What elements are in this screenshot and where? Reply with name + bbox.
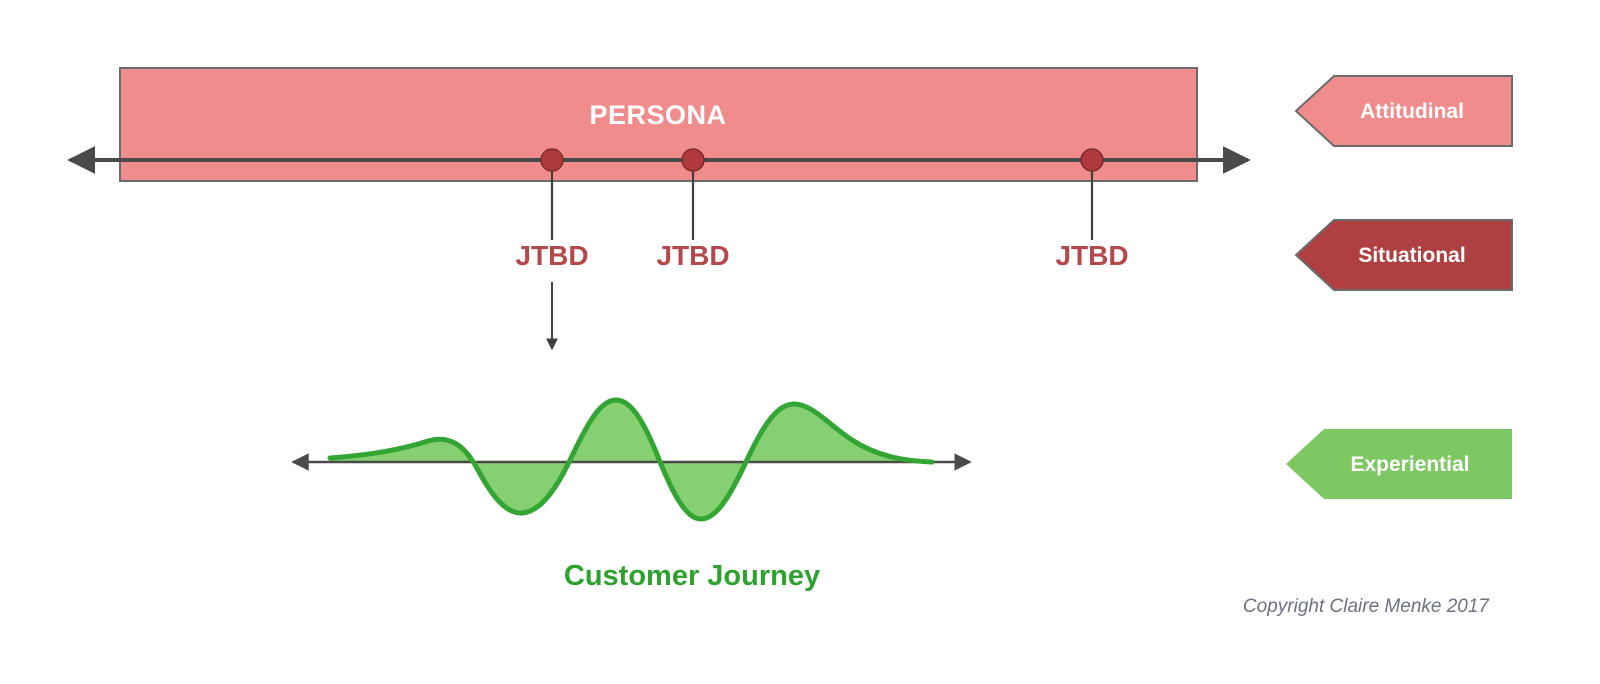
chevron-arrow-shape-icon bbox=[1286, 429, 1512, 499]
jtbd-label: JTBD bbox=[1055, 240, 1128, 271]
journey-curve-fill bbox=[330, 400, 932, 520]
jtbd-markers-group: JTBD JTBD JTBD bbox=[515, 148, 1129, 351]
badge-label: Situational bbox=[1358, 244, 1465, 267]
jtbd-dot-icon[interactable] bbox=[681, 148, 705, 172]
journey-curve-line[interactable] bbox=[327, 397, 935, 522]
copyright-text: Copyright Claire Menke 2017 bbox=[1243, 596, 1491, 617]
customer-journey-group: Customer Journey bbox=[291, 397, 972, 592]
jtbd-marker[interactable]: JTBD bbox=[656, 148, 730, 271]
chevron-arrow-shape-icon bbox=[1294, 219, 1513, 291]
jtbd-marker[interactable]: JTBD bbox=[1055, 148, 1129, 271]
badge-label: Attitudinal bbox=[1360, 100, 1464, 123]
chevron-arrow-shape-icon bbox=[1294, 75, 1513, 147]
jtbd-label: JTBD bbox=[515, 240, 588, 271]
persona-group: PERSONA bbox=[67, 67, 1251, 182]
persona-label: PERSONA bbox=[589, 100, 726, 130]
badge-legend-group: Attitudinal Situational Experiential bbox=[1286, 75, 1513, 499]
badge-situational[interactable]: Situational bbox=[1294, 219, 1513, 291]
jtbd-label: JTBD bbox=[656, 240, 729, 271]
badge-attitudinal[interactable]: Attitudinal bbox=[1294, 75, 1513, 147]
jtbd-marker[interactable]: JTBD bbox=[515, 148, 589, 271]
customer-journey-label: Customer Journey bbox=[564, 560, 820, 592]
badge-label: Experiential bbox=[1350, 453, 1469, 476]
jtbd-dot-icon[interactable] bbox=[1080, 148, 1104, 172]
badge-experiential[interactable]: Experiential bbox=[1286, 429, 1512, 499]
jtbd-dot-icon[interactable] bbox=[540, 148, 564, 172]
